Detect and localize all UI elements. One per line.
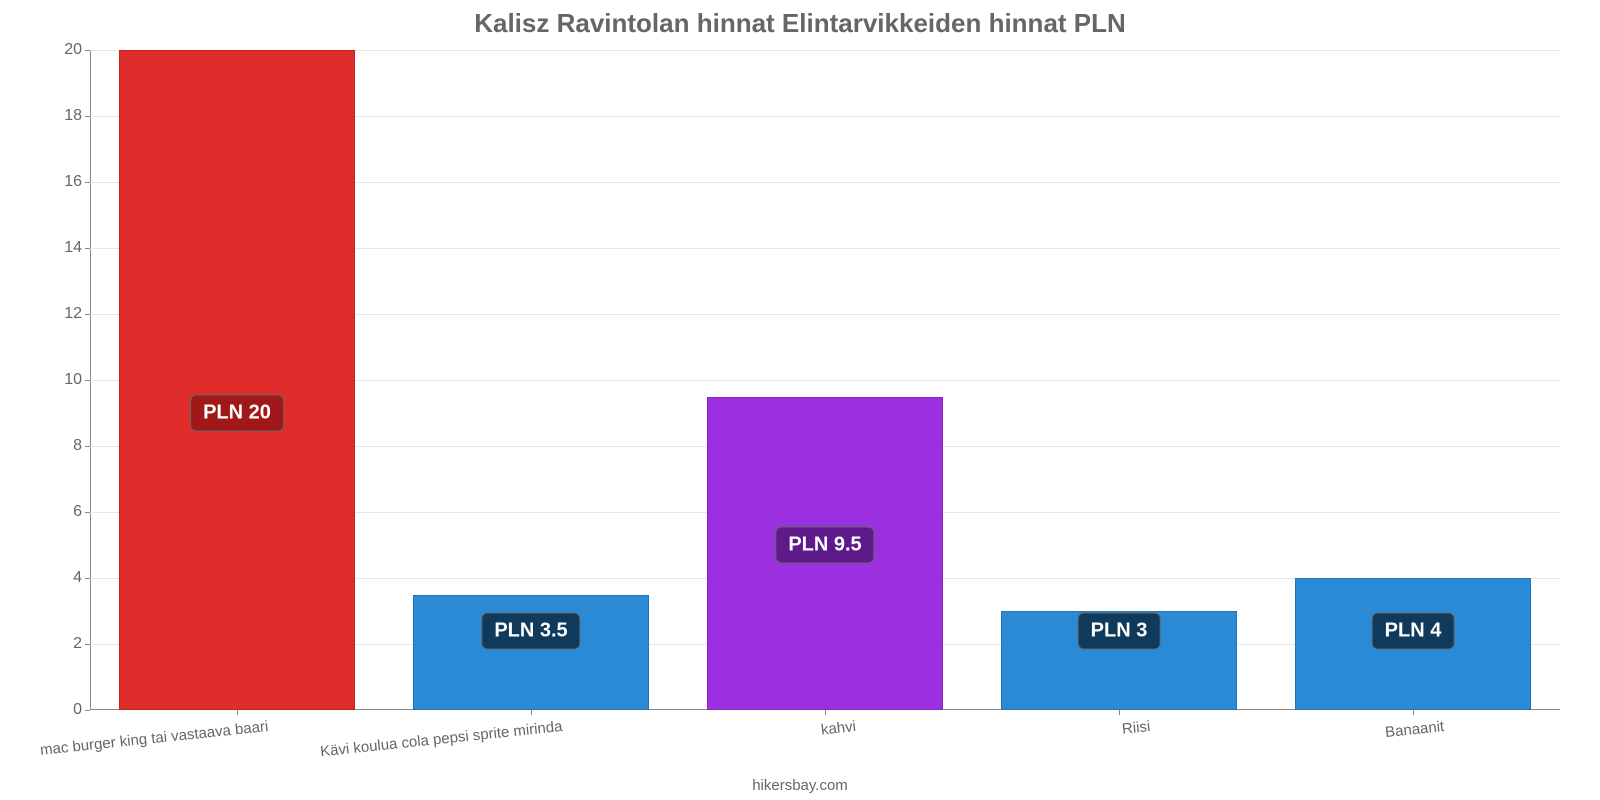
y-tick-label: 0 bbox=[42, 701, 82, 719]
y-tick-label: 10 bbox=[42, 371, 82, 389]
bar-value-label: PLN 4 bbox=[1372, 612, 1455, 649]
x-tick-mark bbox=[531, 710, 532, 715]
x-tick-mark bbox=[825, 710, 826, 715]
x-tick-label: Kävi koulua cola pepsi sprite mirinda bbox=[319, 718, 563, 760]
x-tick-label: kahvi bbox=[820, 718, 857, 739]
y-tick-mark bbox=[85, 512, 90, 513]
chart-title: Kalisz Ravintolan hinnat Elintarvikkeide… bbox=[0, 8, 1600, 39]
y-tick-label: 16 bbox=[42, 173, 82, 191]
y-tick-label: 18 bbox=[42, 107, 82, 125]
y-tick-mark bbox=[85, 182, 90, 183]
bar-value-label: PLN 9.5 bbox=[775, 527, 874, 564]
bar bbox=[119, 50, 354, 710]
x-tick-mark bbox=[237, 710, 238, 715]
y-tick-label: 4 bbox=[42, 569, 82, 587]
plot-area: 02468101214161820PLN 20mac burger king t… bbox=[90, 50, 1560, 710]
bar-value-label: PLN 3 bbox=[1078, 612, 1161, 649]
y-tick-mark bbox=[85, 710, 90, 711]
y-tick-mark bbox=[85, 248, 90, 249]
y-tick-mark bbox=[85, 314, 90, 315]
y-tick-mark bbox=[85, 578, 90, 579]
y-tick-label: 8 bbox=[42, 437, 82, 455]
x-tick-label: Riisi bbox=[1121, 718, 1151, 738]
x-tick-label: mac burger king tai vastaava baari bbox=[39, 718, 269, 759]
x-tick-mark bbox=[1119, 710, 1120, 715]
y-tick-label: 20 bbox=[42, 41, 82, 59]
x-tick-label: Banaanit bbox=[1384, 718, 1445, 741]
y-tick-label: 12 bbox=[42, 305, 82, 323]
y-tick-mark bbox=[85, 380, 90, 381]
y-tick-mark bbox=[85, 50, 90, 51]
y-tick-label: 6 bbox=[42, 503, 82, 521]
bar-value-label: PLN 20 bbox=[190, 395, 284, 432]
y-tick-mark bbox=[85, 116, 90, 117]
y-tick-mark bbox=[85, 644, 90, 645]
chart-credit: hikersbay.com bbox=[0, 777, 1600, 794]
y-tick-mark bbox=[85, 446, 90, 447]
y-tick-label: 14 bbox=[42, 239, 82, 257]
bar-value-label: PLN 3.5 bbox=[481, 612, 580, 649]
x-tick-mark bbox=[1413, 710, 1414, 715]
price-bar-chart: Kalisz Ravintolan hinnat Elintarvikkeide… bbox=[0, 0, 1600, 800]
y-tick-label: 2 bbox=[42, 635, 82, 653]
